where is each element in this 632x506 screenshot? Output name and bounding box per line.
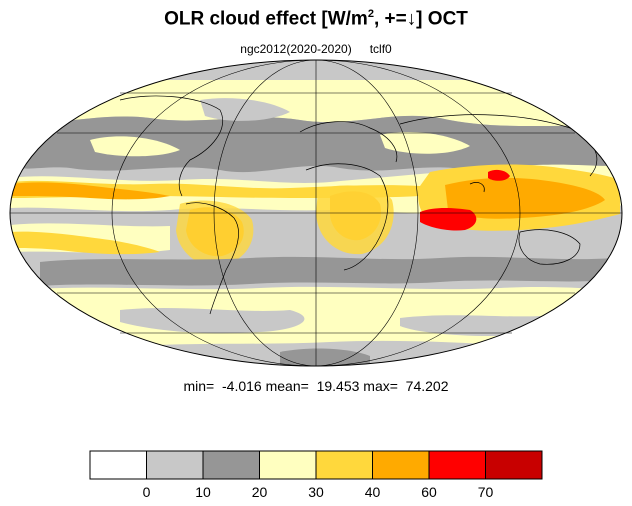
field-east-pacific xyxy=(12,182,170,200)
colorbar-box xyxy=(428,450,486,480)
colorbar-box xyxy=(259,450,317,480)
page-title: OLR cloud effect [W/m2, +=↓] OCT xyxy=(0,8,632,30)
colorbar-boxes xyxy=(89,450,543,480)
field-patch-south-2 xyxy=(400,315,547,336)
colorbar-box xyxy=(89,450,147,480)
coast-africa xyxy=(305,163,389,271)
colorbar-level-label: 40 xyxy=(364,484,381,500)
field-north-band xyxy=(20,80,620,128)
stat-mean: mean= 19.453 xyxy=(265,378,360,394)
coast-australia xyxy=(518,229,581,265)
title-rest: , +=↓] OCT xyxy=(373,8,468,30)
colorbar-box xyxy=(315,450,373,480)
field-antarctica-dark xyxy=(280,348,370,366)
field-patch-north-3 xyxy=(380,132,470,154)
colorbar-box xyxy=(372,450,430,480)
colorbar-level-label: 60 xyxy=(421,484,437,500)
colorbar-level-label: 20 xyxy=(251,484,268,500)
coast-europe xyxy=(299,121,398,163)
colorbar-level-label: 30 xyxy=(308,484,324,500)
colorbar-level-label: 10 xyxy=(195,484,211,500)
field-north-storm-track xyxy=(20,115,620,173)
stat-min: min= -4.016 xyxy=(183,378,262,394)
stat-max: max= 74.202 xyxy=(363,378,449,394)
field-patch-north-1 xyxy=(200,98,290,121)
field-spcz xyxy=(10,231,160,255)
title-superscript: 2 xyxy=(367,8,374,20)
field-africa xyxy=(316,185,394,255)
colorbar-box xyxy=(202,450,260,480)
subtitle-case: ngc2012(2020-2020) xyxy=(240,42,352,56)
coast-north-america xyxy=(119,95,223,197)
field-warm-pool-max xyxy=(420,208,477,231)
colorbar-level-label: 70 xyxy=(477,484,494,500)
colorbar-box xyxy=(146,450,204,480)
colorbar-level-label: 0 xyxy=(142,484,151,500)
subtitle: ngc2012(2020-2020) tclf0 xyxy=(0,42,632,56)
field-patch-north-2 xyxy=(90,136,180,157)
globe-outline xyxy=(9,59,623,367)
field-south-storm-track xyxy=(40,256,615,286)
coast-asia xyxy=(399,114,598,177)
field-stats: min= -4.016 mean= 19.453 max= 74.202 xyxy=(0,378,632,394)
colorbar-box xyxy=(485,450,543,480)
coast-india xyxy=(469,182,485,193)
subtitle-variable: tclf0 xyxy=(369,42,392,56)
title-main: OLR cloud effect [W/m xyxy=(164,8,368,30)
field-warm-pool-core xyxy=(445,177,605,219)
field-warm-pool-max-2 xyxy=(488,169,510,181)
field-patch-south-1 xyxy=(120,308,305,334)
